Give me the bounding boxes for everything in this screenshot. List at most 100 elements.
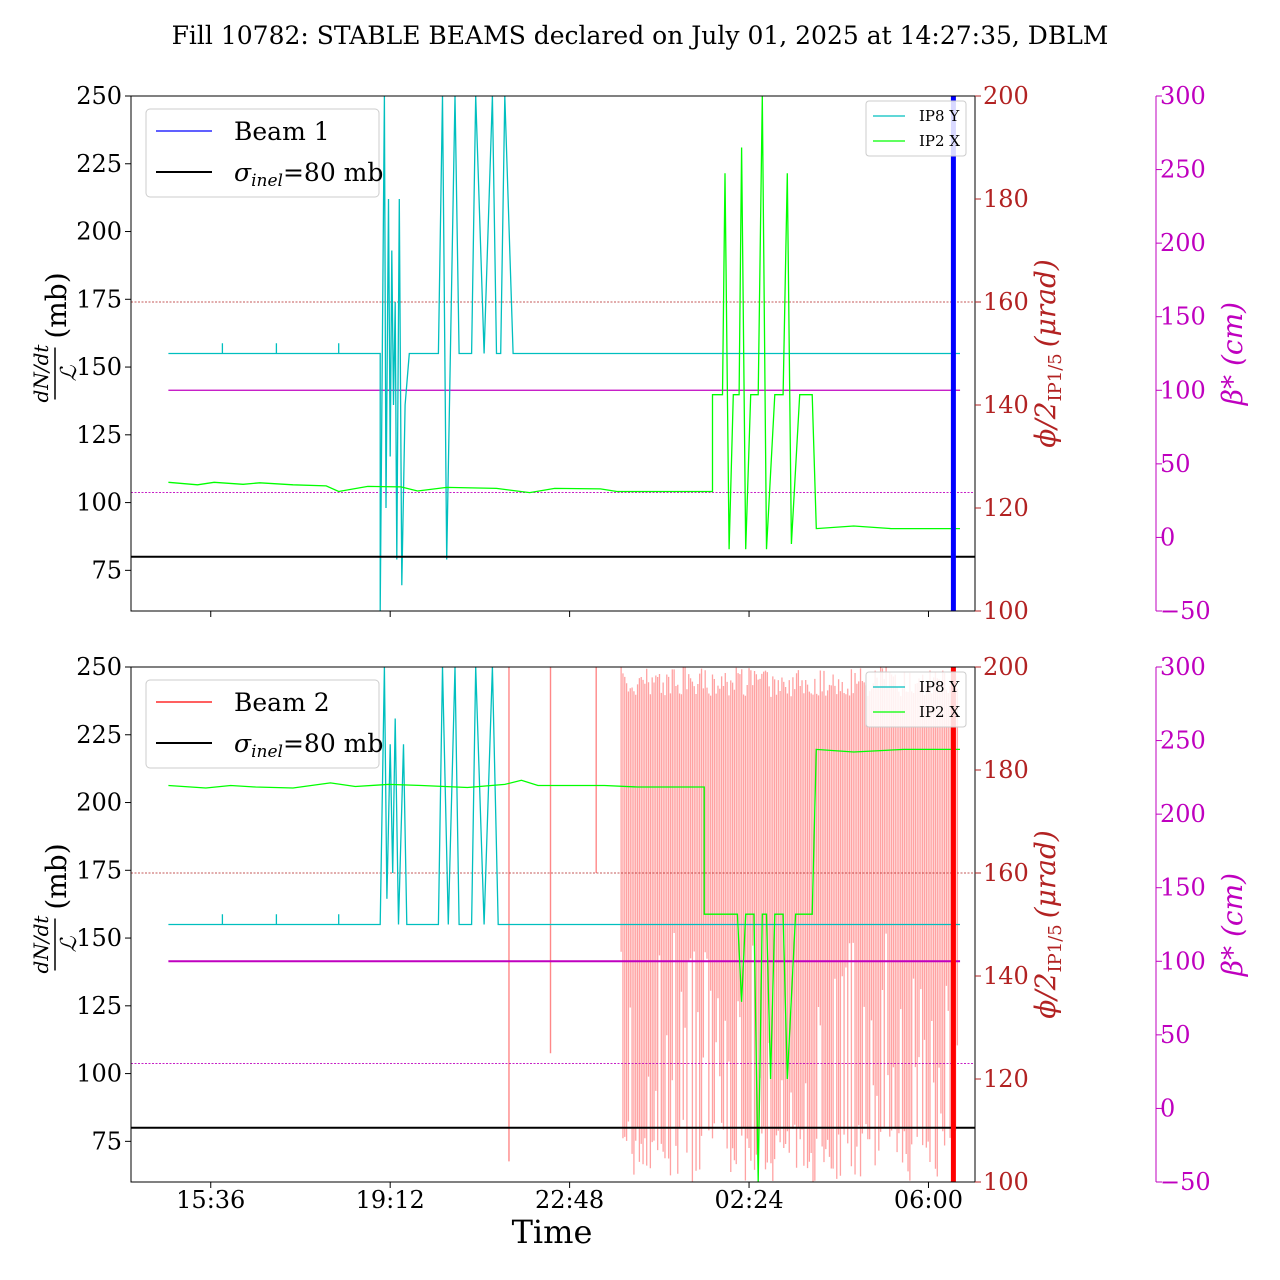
crossing-tick-label: 160 bbox=[983, 288, 1029, 316]
y-tick-label: 150 bbox=[76, 353, 122, 381]
figure-title: Fill 10782: STABLE BEAMS declared on Jul… bbox=[172, 21, 1109, 50]
crossing-label-unit: (μrad) bbox=[1029, 830, 1062, 918]
left-y-axis-label: dN/dt ℒ (mb) bbox=[29, 843, 82, 973]
y-tick-label: 100 bbox=[76, 489, 122, 517]
beta-tick-label: 50 bbox=[1160, 1021, 1191, 1049]
crossing-tick-label: 200 bbox=[983, 82, 1029, 110]
series-line-ip8-y bbox=[168, 667, 960, 926]
x-axis: 15:36 19:12 22:48 02:24 06:00 bbox=[176, 611, 963, 1214]
crossing-label-main: ϕ/2 bbox=[1029, 972, 1062, 1018]
beta-tick-label: 200 bbox=[1160, 229, 1206, 257]
beta-tick-label: 50 bbox=[1160, 450, 1191, 478]
ylabel-numerator: dN/dt bbox=[29, 915, 53, 974]
y-tick-label: 150 bbox=[76, 924, 122, 952]
y-tick-label: 100 bbox=[76, 1060, 122, 1088]
plot-area bbox=[131, 667, 975, 1182]
beta-tick-label: 300 bbox=[1160, 653, 1206, 681]
crossing-tick-label: 140 bbox=[983, 962, 1029, 990]
beta-tick-label: 250 bbox=[1160, 156, 1206, 184]
crossing-tick-label: 180 bbox=[983, 756, 1029, 784]
legend-frame bbox=[865, 100, 967, 157]
x-tick-label: 19:12 bbox=[356, 1186, 425, 1214]
legend-sigma-rest: =80 mb bbox=[283, 158, 383, 187]
ylabel-unit: (mb) bbox=[40, 843, 73, 909]
y-tick-label: 225 bbox=[76, 721, 122, 749]
y-tick-label: 175 bbox=[76, 856, 122, 884]
legend-sigma-sub: inel bbox=[251, 742, 283, 762]
legend-label-ip2-x: IP2 X bbox=[919, 703, 960, 721]
beta-axis-label: β* (cm) bbox=[1216, 302, 1249, 406]
y-tick-label: 200 bbox=[76, 789, 122, 817]
crossing-tick-label: 180 bbox=[983, 185, 1029, 213]
legend-label-beam: Beam 1 bbox=[234, 117, 330, 146]
y-tick-label: 125 bbox=[76, 992, 122, 1020]
legend-sigma-symbol: σ bbox=[234, 729, 252, 758]
legend-sigma-sub: inel bbox=[251, 171, 283, 191]
series-line-ip2-x bbox=[168, 96, 960, 550]
y-tick-label: 200 bbox=[76, 218, 122, 246]
crossing-label-main: ϕ/2 bbox=[1029, 401, 1062, 447]
x-axis-label: Time bbox=[512, 1213, 593, 1251]
y-tick-label: 175 bbox=[76, 285, 122, 313]
y-tick-label: 250 bbox=[76, 653, 122, 681]
beta-tick-label: 0 bbox=[1160, 523, 1175, 551]
x-tick-label: 22:48 bbox=[535, 1186, 604, 1214]
x-tick-label: 06:00 bbox=[894, 1186, 963, 1214]
beta-tick-label: 250 bbox=[1160, 727, 1206, 755]
beta-tick-label: 300 bbox=[1160, 82, 1206, 110]
crossing-label-text: ϕ/2IP1/5 (μrad) bbox=[1029, 259, 1066, 448]
beta-tick-label: −50 bbox=[1160, 597, 1211, 625]
beta-tick-label: 100 bbox=[1160, 947, 1206, 975]
crossing-tick-label: 200 bbox=[983, 653, 1029, 681]
ylabel-unit: (mb) bbox=[40, 272, 73, 338]
beta-tick-label: 100 bbox=[1160, 376, 1206, 404]
crossing-axis-label: ϕ/2IP1/5 (μrad) bbox=[1029, 830, 1066, 1019]
left-y-axis-label: dN/dt ℒ (mb) bbox=[29, 272, 82, 402]
legend-label-sigma: σinel=80 mb bbox=[234, 729, 383, 762]
legend-label-ip2-x: IP2 X bbox=[919, 132, 960, 150]
beta-tick-label: 200 bbox=[1160, 800, 1206, 828]
panel-bottom: 75 100 125 150 175 200 225 250 100 120 140 160 180 20… bbox=[29, 653, 1249, 1196]
crossing-label-text: ϕ/2IP1/5 (μrad) bbox=[1029, 830, 1066, 1019]
legend-label-sigma: σinel=80 mb bbox=[234, 158, 383, 191]
legend-main: Beam 2 σinel=80 mb bbox=[145, 679, 383, 769]
beta-axis-label: β* (cm) bbox=[1216, 873, 1249, 977]
crossing-tick-label: 140 bbox=[983, 391, 1029, 419]
legend-label-ip8-y: IP8 Y bbox=[919, 107, 960, 125]
legend-crossing: IP8 Y IP2 X bbox=[865, 100, 967, 157]
legend-sigma-rest: =80 mb bbox=[283, 729, 383, 758]
axes-frame bbox=[130, 95, 976, 612]
legend-crossing: IP8 Y IP2 X bbox=[865, 671, 967, 728]
y-tick-label: 125 bbox=[76, 421, 122, 449]
beta-tick-label: 0 bbox=[1160, 1094, 1175, 1122]
crossing-axis-label: ϕ/2IP1/5 (μrad) bbox=[1029, 259, 1066, 448]
series-line-ip2-x bbox=[168, 748, 960, 1182]
crossing-tick-label: 120 bbox=[983, 494, 1029, 522]
y-tick-label: 250 bbox=[76, 82, 122, 110]
y-tick-label: 75 bbox=[91, 556, 122, 584]
panel-top: 75 100 125 150 175 200 225 250 100 120 140 160 180 20… bbox=[29, 82, 1249, 625]
plot-area bbox=[131, 96, 975, 611]
beta-tick-label: 150 bbox=[1160, 303, 1206, 331]
legend-main: Beam 1 σinel=80 mb bbox=[145, 108, 383, 198]
crossing-tick-label: 160 bbox=[983, 859, 1029, 887]
legend-sigma-symbol: σ bbox=[234, 158, 252, 187]
crossing-label-sub: IP1/5 bbox=[1045, 924, 1066, 972]
legend-frame bbox=[865, 671, 967, 728]
x-tick-label: 15:36 bbox=[176, 1186, 245, 1214]
y-tick-label: 225 bbox=[76, 150, 122, 178]
beta-tick-label: −50 bbox=[1160, 1168, 1211, 1196]
ylabel-numerator: dN/dt bbox=[29, 344, 53, 403]
series-line-ip8-y bbox=[168, 96, 960, 611]
crossing-tick-label: 120 bbox=[983, 1065, 1029, 1093]
axes-frame bbox=[130, 666, 976, 1183]
crossing-tick-label: 100 bbox=[983, 597, 1029, 625]
crossing-tick-label: 100 bbox=[983, 1168, 1029, 1196]
y-tick-label: 75 bbox=[91, 1127, 122, 1155]
legend-label-beam: Beam 2 bbox=[234, 688, 330, 717]
beam-2-loss-band bbox=[508, 667, 959, 1182]
legend-label-ip8-y: IP8 Y bbox=[919, 678, 960, 696]
ylabel-denominator: ℒ bbox=[57, 935, 82, 952]
x-tick-label: 02:24 bbox=[714, 1186, 783, 1214]
